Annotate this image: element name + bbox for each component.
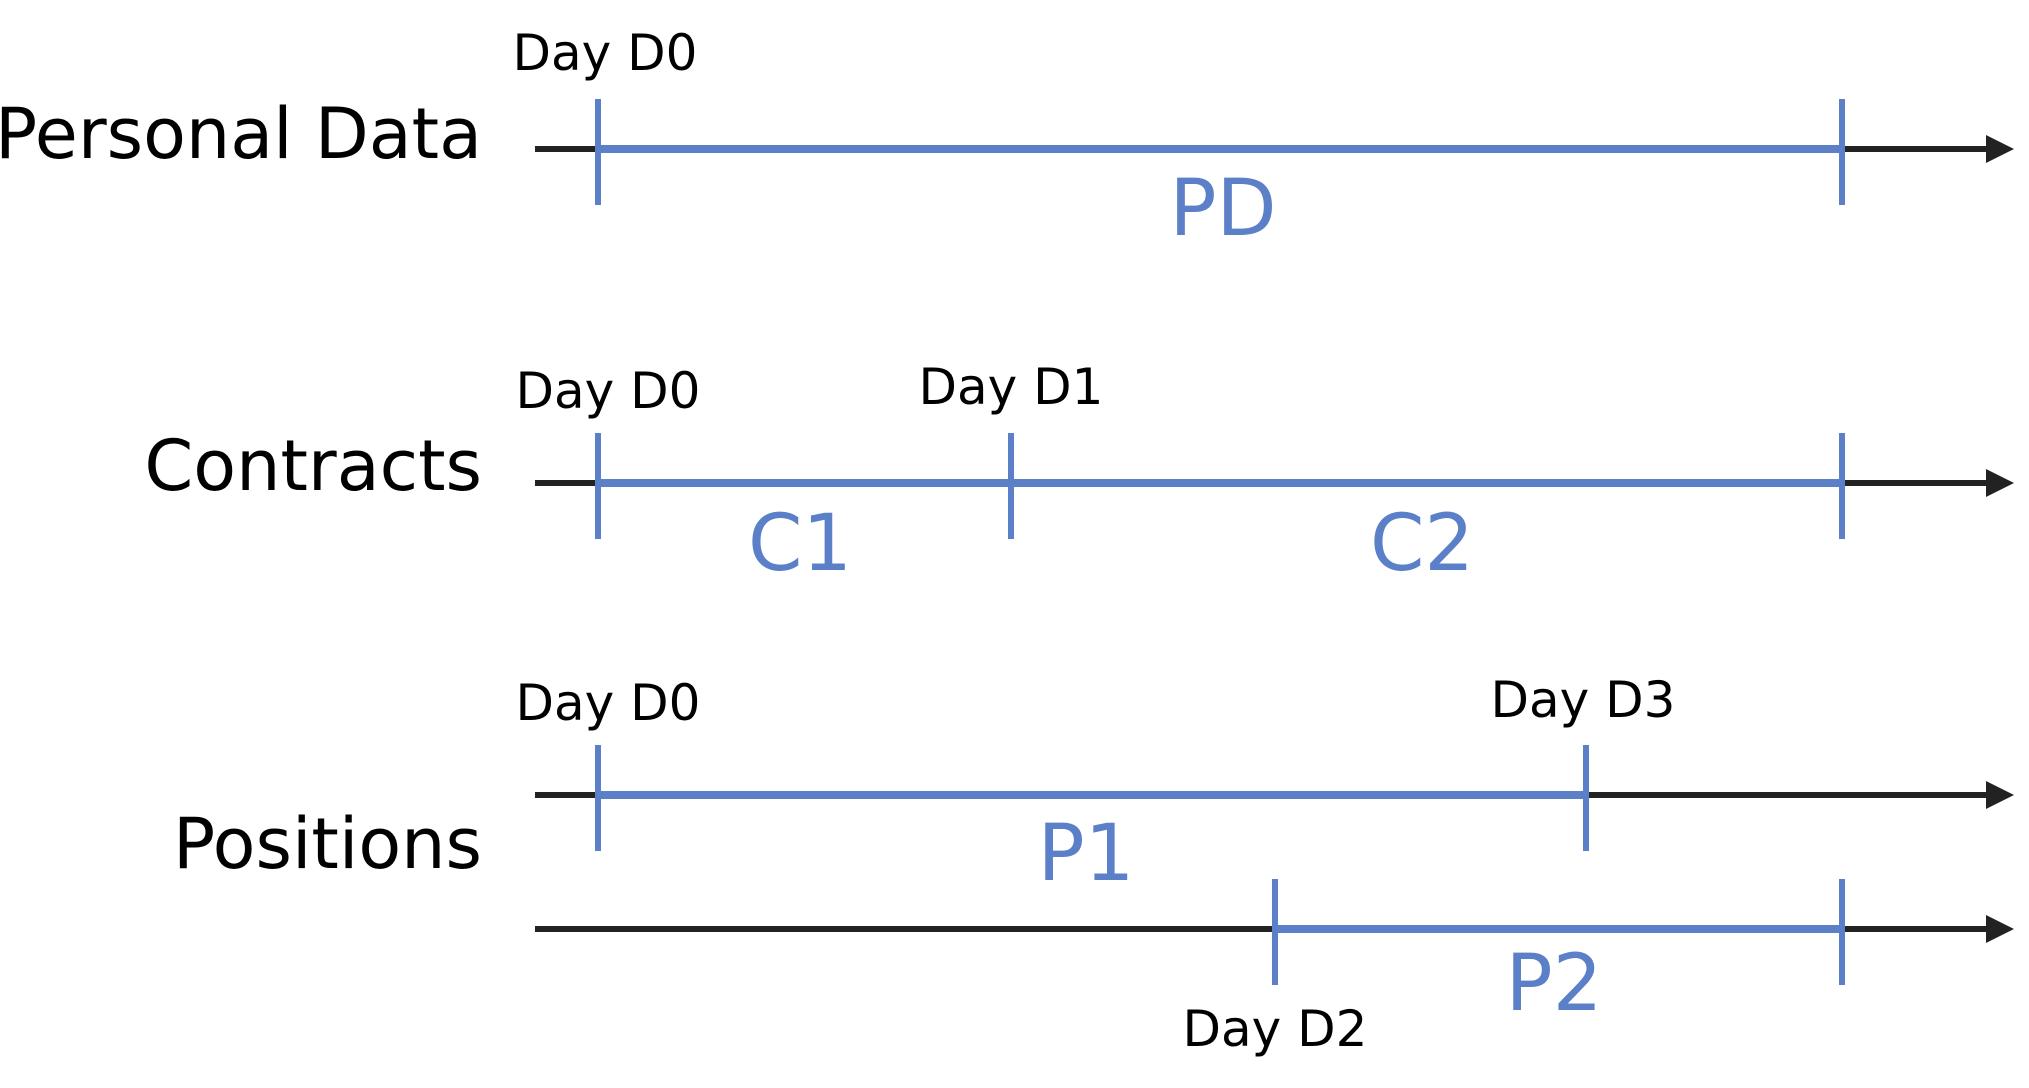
arrowhead-icon	[1986, 469, 2014, 497]
arrowhead-icon	[1986, 915, 2014, 943]
arrowhead-icon	[1986, 781, 2014, 809]
day-label-c1-start: Day D0	[516, 362, 701, 420]
row-positions: Positions Day D0 Day D3 P1 Day D2 P2	[173, 671, 2014, 1058]
day-label-p1-end: Day D3	[1491, 671, 1676, 729]
segment-label-c2: C2	[1370, 499, 1474, 589]
row-personal-data: Personal Data Day D0 PD	[0, 24, 2014, 254]
day-label-pd-start: Day D0	[513, 24, 698, 82]
segment-label-pd: PD	[1169, 164, 1276, 254]
arrowhead-icon	[1986, 135, 2014, 163]
row-label-contracts: Contracts	[144, 425, 482, 507]
day-label-p2-start: Day D2	[1183, 1000, 1368, 1058]
segment-label-p2: P2	[1506, 939, 1603, 1029]
segment-label-p1: P1	[1038, 809, 1135, 899]
row-label-positions: Positions	[173, 803, 482, 885]
segment-label-c1: C1	[748, 499, 852, 589]
row-contracts: Contracts Day D0 Day D1 C1 C2	[144, 358, 2014, 589]
row-label-personal-data: Personal Data	[0, 93, 482, 175]
day-label-p1-start: Day D0	[516, 674, 701, 732]
day-label-c1-end: Day D1	[919, 358, 1104, 416]
